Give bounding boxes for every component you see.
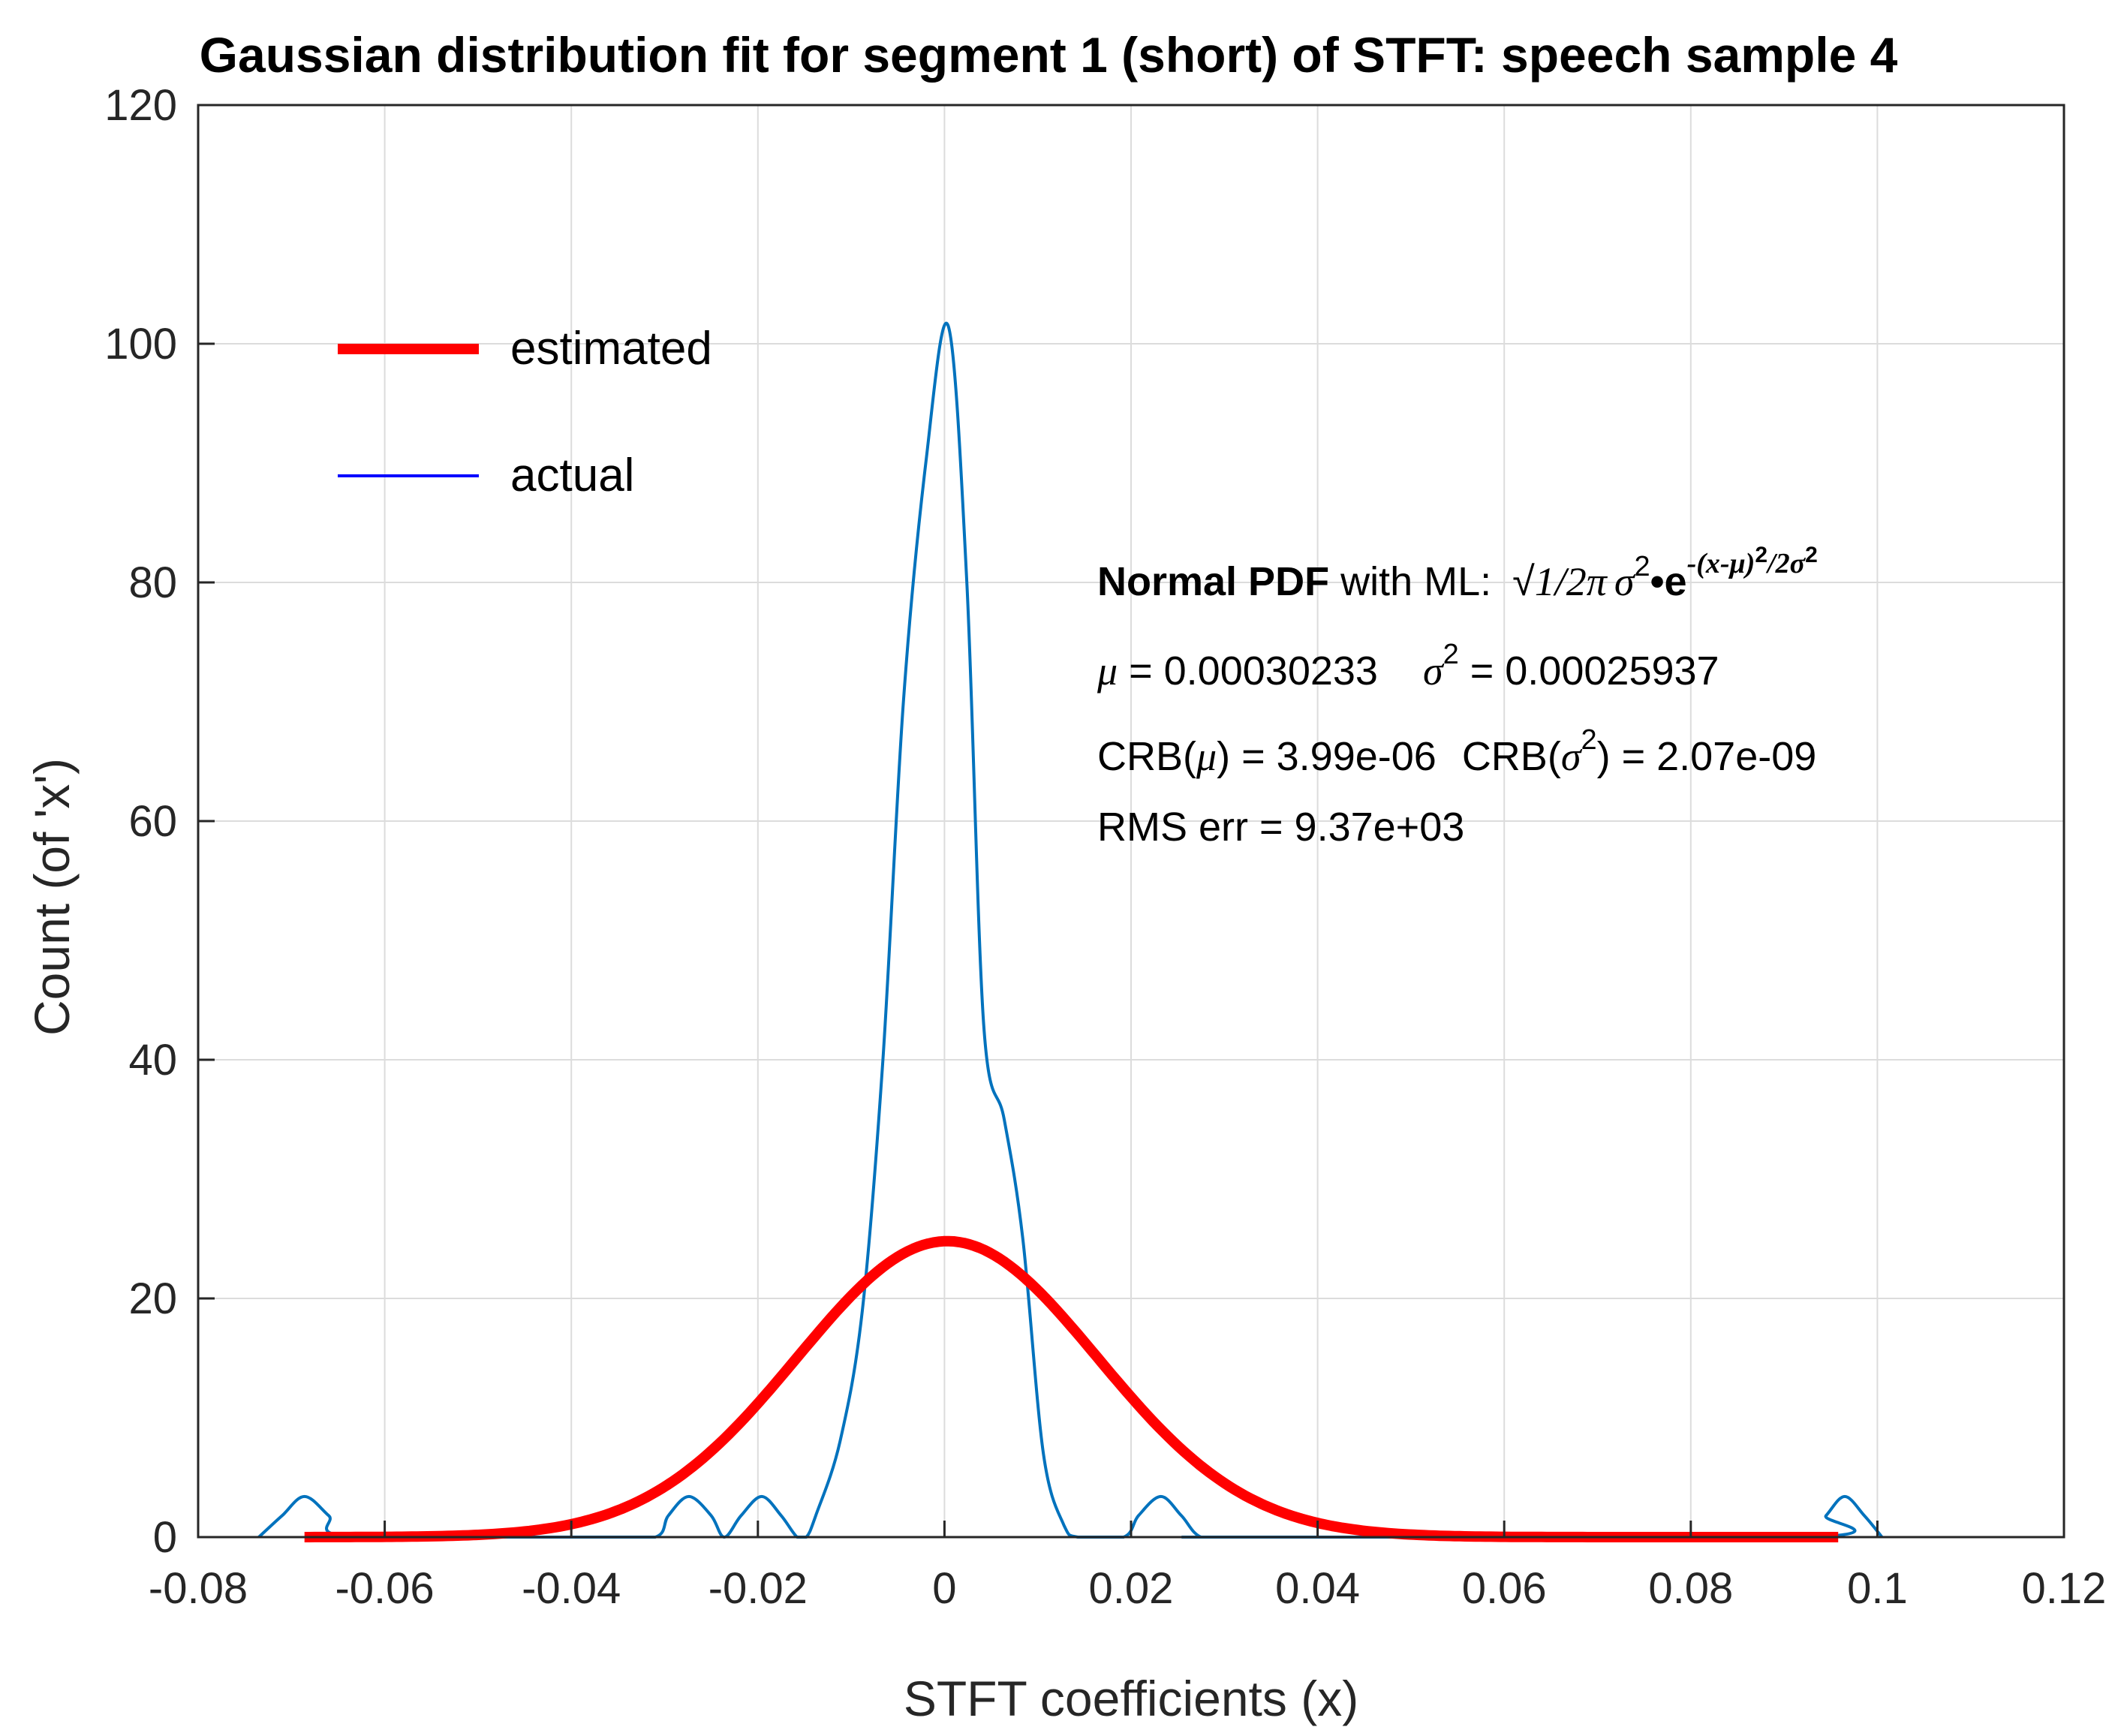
x-tick-label: 0.12 <box>2022 1564 2107 1613</box>
x-tick-label: 0.02 <box>1089 1564 1174 1613</box>
y-tick-label: 80 <box>128 558 177 607</box>
y-axis-ticks: 0 20 40 60 80 100 120 <box>104 81 215 1562</box>
crb-sigma-square: 2 <box>1581 724 1596 756</box>
y-tick-label: 120 <box>104 81 177 130</box>
x-tick-label: -0.02 <box>708 1564 808 1613</box>
y-tick-label: 40 <box>128 1036 177 1085</box>
formula-base: 1/2 <box>1535 559 1587 604</box>
legend-label-estimated: estimated <box>510 323 712 375</box>
crb-line: CRB(μ) = 3.99e-06 CRB(σ2) = 2.07e-09 <box>1097 724 1816 779</box>
mu-value: = 0.00030233 <box>1118 648 1378 693</box>
formula-sigma: σ <box>1614 559 1636 604</box>
formula-line: Normal PDF with ML: √1/2π σ2•e-(x-μ)2/2σ2 <box>1097 543 1818 604</box>
mu-sigma-line: μ = 0.00030233 σ2 = 0.00025937 <box>1097 639 1719 693</box>
formula-sqrt: √ <box>1512 559 1535 604</box>
sigma2-symbol: σ <box>1423 648 1445 693</box>
x-axis-ticks: -0.08 -0.06 -0.04 -0.02 0 0.02 0.04 0.06 0.08 0.1… <box>149 1521 2107 1613</box>
x-axis-label: STFT coefficients (x) <box>904 1671 1358 1726</box>
x-tick-label: -0.06 <box>335 1564 434 1613</box>
x-tick-label: 0 <box>932 1564 956 1613</box>
formula-label-bold: Normal PDF <box>1097 559 1329 604</box>
formula-dot: • <box>1650 559 1665 604</box>
x-tick-label: -0.04 <box>522 1564 621 1613</box>
x-tick-label: 0.08 <box>1648 1564 1733 1613</box>
y-tick-label: 100 <box>104 320 177 369</box>
crb-mu-symbol: μ <box>1196 734 1217 779</box>
formula-pi: π <box>1587 559 1608 604</box>
formula-label-rest: with ML: <box>1329 559 1491 604</box>
y-tick-label: 0 <box>153 1513 177 1562</box>
crb-sigma-prefix: CRB( <box>1462 734 1561 779</box>
stats-annotation: Normal PDF with ML: √1/2π σ2•e-(x-μ)2/2σ2 … <box>1097 543 1818 850</box>
legend: estimated actual <box>338 323 712 501</box>
x-tick-label: 0.06 <box>1462 1564 1547 1613</box>
crb-mu-value: ) = 3.99e-06 <box>1217 734 1437 779</box>
chart-title: Gaussian distribution fit for segment 1 … <box>200 27 1898 83</box>
formula-exponent-square: 2 <box>1755 543 1767 567</box>
formula-sigma-exponent: 2 <box>1634 551 1650 582</box>
y-tick-label: 60 <box>128 797 177 846</box>
formula-exponent-tail: /2σ <box>1765 548 1807 579</box>
mu-symbol: μ <box>1097 648 1118 693</box>
formula-exponent-tail-square: 2 <box>1805 543 1818 567</box>
formula-exponent: -(x-μ) <box>1687 548 1755 579</box>
formula-e: e <box>1665 559 1687 604</box>
x-tick-label: -0.08 <box>149 1564 248 1613</box>
crb-mu-prefix: CRB( <box>1097 734 1196 779</box>
crb-sigma-value: ) = 2.07e-09 <box>1597 734 1817 779</box>
plot-area: -0.08 -0.06 -0.04 -0.02 0 0.02 0.04 0.06 0.08 0.1… <box>104 81 2106 1613</box>
rms-error-line: RMS err = 9.37e+03 <box>1097 805 1464 850</box>
crb-sigma-symbol: σ <box>1561 734 1583 779</box>
sigma2-value: = 0.00025937 <box>1459 648 1719 693</box>
legend-label-actual: actual <box>510 450 634 501</box>
x-tick-label: 0.1 <box>1847 1564 1908 1613</box>
x-tick-label: 0.04 <box>1275 1564 1360 1613</box>
sigma2-square: 2 <box>1443 639 1459 670</box>
y-axis-label: Count (of 'x') <box>24 758 80 1036</box>
y-tick-label: 20 <box>128 1274 177 1323</box>
